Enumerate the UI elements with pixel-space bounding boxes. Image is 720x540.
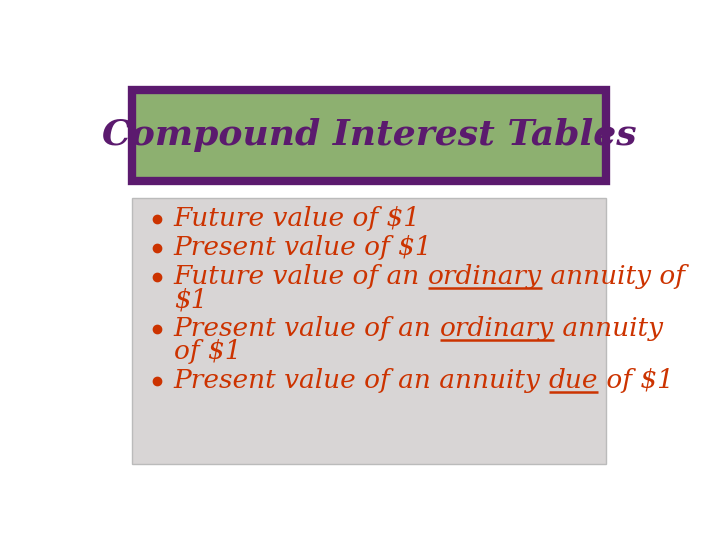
Text: due: due [549, 368, 598, 393]
Text: of $1: of $1 [598, 368, 675, 393]
Text: Present value of an: Present value of an [174, 316, 440, 341]
Text: annuity: annuity [554, 316, 663, 341]
Text: Future value of $1: Future value of $1 [174, 206, 420, 231]
Text: ordinary: ordinary [440, 316, 554, 341]
Text: Compound Interest Tables: Compound Interest Tables [102, 118, 636, 152]
Text: annuity of: annuity of [542, 265, 685, 289]
Bar [132, 198, 606, 464]
Text: Present value of an annuity: Present value of an annuity [174, 368, 549, 393]
Bar [132, 90, 606, 181]
Text: of $1: of $1 [174, 339, 241, 364]
Text: ordinary: ordinary [428, 265, 542, 289]
Text: $1: $1 [174, 287, 207, 312]
Text: Present value of $1: Present value of $1 [174, 235, 432, 260]
Text: Future value of an: Future value of an [174, 265, 428, 289]
